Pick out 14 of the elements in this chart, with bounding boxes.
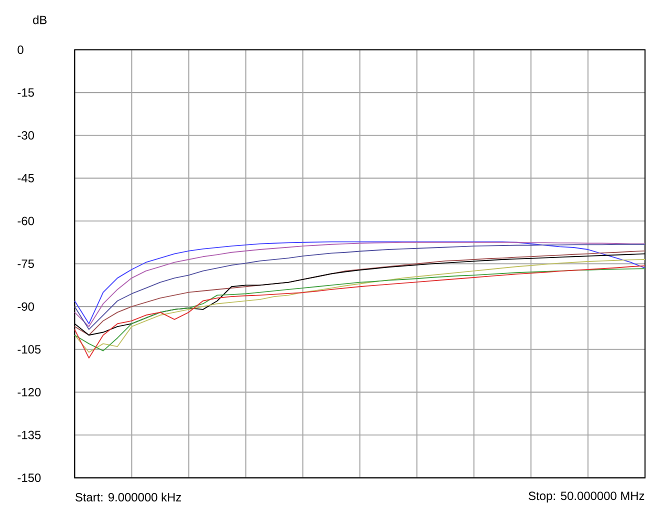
y-tick-label: -105	[18, 345, 41, 354]
y-tick-label: -60	[18, 216, 34, 226]
y-tick-label: -30	[18, 131, 34, 140]
y-axis-title: dB	[33, 16, 47, 24]
y-tick-label: -90	[18, 302, 34, 311]
y-tick-label: -120	[18, 388, 41, 397]
y-tick-label: -150	[18, 474, 41, 482]
text: Stop: 50.000000 MHz	[528, 492, 644, 503]
y-tick-label: -75	[18, 260, 34, 268]
text: Start: 9.000000 kHz	[75, 492, 181, 502]
y-tick-label: -15	[18, 88, 34, 97]
y-tick-label: -45	[18, 174, 34, 183]
y-tick-label: 0	[18, 46, 24, 54]
y-tick-label: -135	[18, 430, 41, 440]
